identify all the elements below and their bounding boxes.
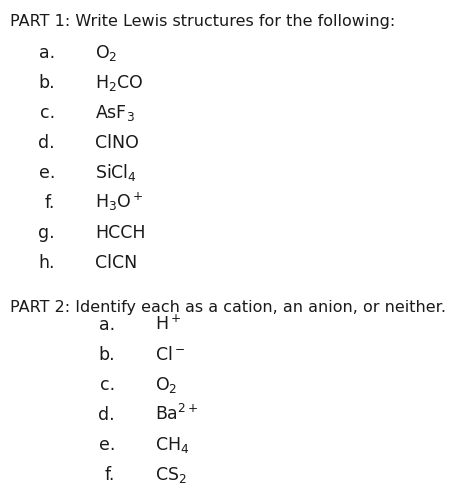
Text: d.: d. (38, 134, 55, 152)
Text: e.: e. (99, 436, 115, 454)
Text: f.: f. (105, 466, 115, 484)
Text: ClNO: ClNO (95, 134, 139, 152)
Text: c.: c. (100, 376, 115, 394)
Text: Cl$^-$: Cl$^-$ (155, 346, 185, 364)
Text: CH$_4$: CH$_4$ (155, 435, 190, 455)
Text: b.: b. (38, 74, 55, 92)
Text: h.: h. (38, 254, 55, 272)
Text: b.: b. (99, 346, 115, 364)
Text: ClCN: ClCN (95, 254, 137, 272)
Text: H$^+$: H$^+$ (155, 315, 182, 334)
Text: e.: e. (38, 164, 55, 182)
Text: O$_2$: O$_2$ (155, 375, 177, 395)
Text: AsF$_3$: AsF$_3$ (95, 103, 135, 123)
Text: f.: f. (45, 194, 55, 212)
Text: SiCl$_4$: SiCl$_4$ (95, 162, 137, 183)
Text: CS$_2$: CS$_2$ (155, 465, 187, 485)
Text: H$_2$CO: H$_2$CO (95, 73, 143, 93)
Text: a.: a. (39, 44, 55, 62)
Text: PART 1: Write Lewis structures for the following:: PART 1: Write Lewis structures for the f… (10, 14, 395, 29)
Text: H$_3$O$^+$: H$_3$O$^+$ (95, 191, 144, 213)
Text: g.: g. (38, 224, 55, 242)
Text: O$_2$: O$_2$ (95, 43, 118, 63)
Text: d.: d. (99, 406, 115, 424)
Text: HCCH: HCCH (95, 224, 146, 242)
Text: c.: c. (40, 104, 55, 122)
Text: Ba$^{2+}$: Ba$^{2+}$ (155, 404, 199, 424)
Text: a.: a. (99, 316, 115, 334)
Text: PART 2: Identify each as a cation, an anion, or neither.: PART 2: Identify each as a cation, an an… (10, 300, 446, 315)
